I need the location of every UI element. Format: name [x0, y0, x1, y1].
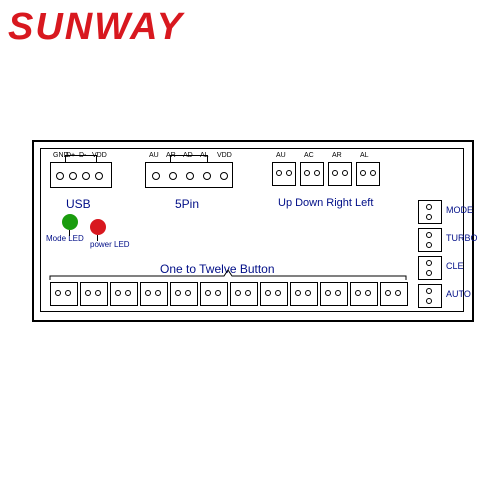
side-lbl-1: TURBO [446, 233, 478, 243]
side-pin-2-0 [426, 260, 432, 266]
side-lbl-3: AUTO [446, 289, 471, 299]
mode-led-line [69, 230, 70, 236]
fivepin-pinlbl-3: AL [200, 152, 209, 159]
usb-pin-3 [95, 172, 103, 180]
dir-lbl-2: AR [332, 152, 342, 159]
side-pin-3-0 [426, 288, 432, 294]
fivepin-pinlbl-4: VDD [217, 152, 232, 159]
twelve-pin-2-1 [125, 290, 131, 296]
twelve-pin-4-0 [175, 290, 181, 296]
side-lbl-0: MODE [446, 205, 473, 215]
twelve-pin-0-0 [55, 290, 61, 296]
fivepin-pinlbl-0: AU [149, 152, 159, 159]
twelve-pin-1-0 [85, 290, 91, 296]
usb-pin-1 [69, 172, 77, 180]
dir-pin-2-0 [332, 170, 338, 176]
usb-pin-2 [82, 172, 90, 180]
twelve-pin-6-1 [245, 290, 251, 296]
twelve-pin-9-0 [325, 290, 331, 296]
side-pin-3-1 [426, 298, 432, 304]
side-lbl-2: CLE [446, 261, 464, 271]
dir-pin-0-1 [286, 170, 292, 176]
dir-lbl-1: AC [304, 152, 314, 159]
twelve-pin-11-0 [385, 290, 391, 296]
dir-lbl-0: AU [276, 152, 286, 159]
twelve-pin-3-1 [155, 290, 161, 296]
fivepin-pinlbl-2: AD [183, 152, 193, 159]
usb-pin-0 [56, 172, 64, 180]
fivepin-label: 5Pin [175, 197, 199, 211]
usb-pinlbl-3: VDD [92, 152, 107, 159]
twelve-pin-7-1 [275, 290, 281, 296]
fivepin-pin-3 [203, 172, 211, 180]
twelve-pin-10-1 [365, 290, 371, 296]
side-pin-0-1 [426, 214, 432, 220]
mode-led [62, 214, 78, 230]
mode-led-label: Mode LED [46, 234, 84, 243]
dirs-label: Up Down Right Left [278, 197, 373, 209]
dir-pin-1-1 [314, 170, 320, 176]
side-pin-1-1 [426, 242, 432, 248]
dir-pin-1-0 [304, 170, 310, 176]
usb-label: USB [66, 197, 91, 211]
fivepin-pinlbl-1: AR [166, 152, 176, 159]
side-pin-1-0 [426, 232, 432, 238]
usb-pinlbl-1: D+ [66, 152, 75, 159]
brand-title: SUNWAY [8, 6, 184, 49]
usb-pinlbl-2: D- [79, 152, 86, 159]
twelve-pin-10-0 [355, 290, 361, 296]
dir-pin-0-0 [276, 170, 282, 176]
fivepin-pin-0 [152, 172, 160, 180]
power-led-line [97, 235, 98, 241]
power-led [90, 219, 106, 235]
twelve-pin-4-1 [185, 290, 191, 296]
twelve-pin-5-0 [205, 290, 211, 296]
side-pin-0-0 [426, 204, 432, 210]
dir-pin-3-1 [370, 170, 376, 176]
fivepin-pin-4 [220, 172, 228, 180]
twelve-pin-2-0 [115, 290, 121, 296]
twelve-pin-11-1 [395, 290, 401, 296]
twelve-pin-5-1 [215, 290, 221, 296]
twelve-pin-9-1 [335, 290, 341, 296]
twelve-pin-0-1 [65, 290, 71, 296]
power-led-label: power LED [90, 240, 130, 249]
twelve-pin-8-1 [305, 290, 311, 296]
dir-pin-2-1 [342, 170, 348, 176]
twelve-pin-3-0 [145, 290, 151, 296]
twelve-label: One to Twelve Button [160, 262, 275, 276]
twelve-pin-7-0 [265, 290, 271, 296]
side-pin-2-1 [426, 270, 432, 276]
twelve-pin-6-0 [235, 290, 241, 296]
fivepin-pin-1 [169, 172, 177, 180]
twelve-pin-1-1 [95, 290, 101, 296]
twelve-pin-8-0 [295, 290, 301, 296]
dir-lbl-3: AL [360, 152, 369, 159]
fivepin-pin-2 [186, 172, 194, 180]
dir-pin-3-0 [360, 170, 366, 176]
